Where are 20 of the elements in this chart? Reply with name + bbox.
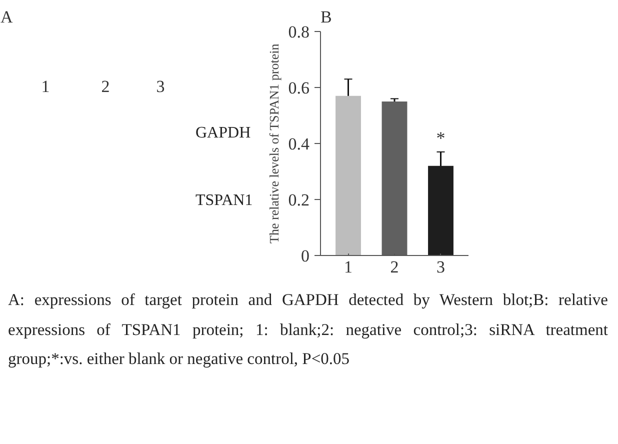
y-tick-label: 0.8	[288, 22, 310, 42]
text: TSPAN1	[196, 192, 253, 209]
text: A: expressions of target protein and GAPDH detected by Western blot;B: relative expressions of TSPAN1 protein; 1: blank;2: negative control;3: siRNA treatment group;*:vs. either blank or negative control, P<0.05	[8, 289, 608, 370]
chart-title: B	[320, 8, 332, 26]
text: GAPDH	[196, 124, 252, 142]
y-tick-label: 0.4	[288, 134, 310, 154]
text: 3	[156, 76, 165, 96]
y-axis-title: The relative levels of TSPAN1 protein	[266, 43, 282, 244]
y-tick-label: 0.2	[288, 190, 310, 210]
text: 2	[101, 76, 110, 96]
x-tick-label: 1	[344, 258, 352, 276]
x-tick-label: 2	[390, 258, 399, 276]
x-tick-label: 3	[436, 258, 445, 276]
bar	[336, 96, 361, 256]
y-tick-label: 0	[301, 246, 310, 266]
text: A	[0, 8, 14, 26]
text: 1	[41, 76, 50, 96]
bar	[428, 166, 454, 256]
annotation: *	[436, 128, 446, 148]
y-tick-label: 0.6	[288, 78, 310, 98]
